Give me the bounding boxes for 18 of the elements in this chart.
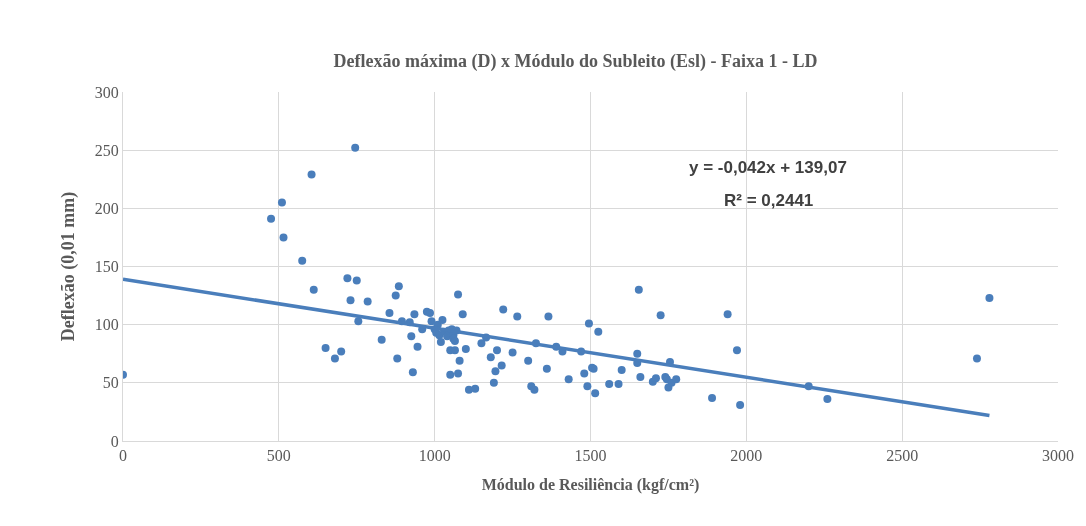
- x-axis-title: Módulo de Resiliência (kgf/cm²): [481, 475, 700, 494]
- chart-title: Deflexão máxima (D) x Módulo do Subleito (Esl) - Faixa 1 - LD: [333, 50, 818, 72]
- x-tick-label: 2000: [730, 447, 763, 465]
- y-tick-label: 200: [94, 199, 119, 217]
- y-tick-label: 150: [94, 258, 119, 276]
- x-tick-label: 1000: [418, 447, 451, 465]
- y-tick-label: 50: [102, 374, 119, 392]
- annotation: y = -0,042x + 139,07: [689, 158, 847, 177]
- y-axis-title: Deflexão (0,01 mm): [58, 191, 79, 342]
- x-tick-label: 1500: [574, 447, 607, 465]
- y-tick-label: 100: [94, 316, 119, 334]
- x-tick-label: 2500: [886, 447, 919, 465]
- x-tick-label: 3000: [1042, 447, 1074, 465]
- annotation: R² = 0,2441: [724, 191, 814, 210]
- y-tick-label: 250: [94, 141, 119, 159]
- y-tick-label: 300: [94, 83, 119, 101]
- x-tick-label: 500: [266, 447, 291, 465]
- y-tick-label: 0: [110, 432, 119, 450]
